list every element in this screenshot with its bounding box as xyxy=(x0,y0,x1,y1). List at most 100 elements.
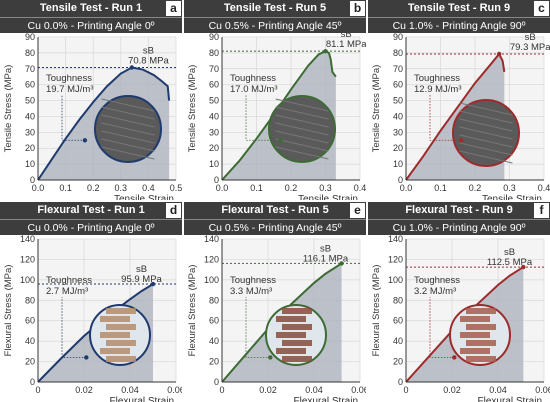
y-tick-label: 30 xyxy=(393,127,403,137)
layer-bar xyxy=(466,340,496,346)
layer-bar xyxy=(282,308,312,314)
toughness-value: 2.7 MJ/m³ xyxy=(46,286,88,297)
x-tick-label: 0.4 xyxy=(538,183,550,193)
panel-subtitle: Cu 0.0% - Printing Angle 0º xyxy=(0,17,182,33)
texture-line xyxy=(275,138,329,152)
toughness-label: Toughness xyxy=(46,73,92,84)
layer-bar xyxy=(106,356,136,362)
y-tick-label: 30 xyxy=(25,127,35,137)
y-axis-label: Tensile Stress (MPa) xyxy=(371,65,382,153)
toughness-label: Toughness xyxy=(46,275,92,286)
x-axis-label: Flexural Strain xyxy=(110,396,174,402)
x-tick-label: 0.2 xyxy=(87,183,100,193)
strength-value: 81.1 MPa xyxy=(326,39,366,50)
y-tick-label: 120 xyxy=(388,254,403,264)
x-axis-label: Tensile Strain xyxy=(114,194,174,200)
strength-value: 70.8 MPa xyxy=(128,56,169,67)
x-tick-label: 0.0 xyxy=(32,183,45,193)
y-tick-label: 40 xyxy=(393,111,403,121)
x-tick-label: 0.4 xyxy=(142,183,155,193)
texture-line xyxy=(459,118,513,132)
y-axis-label: Flexural Stress (MPa) xyxy=(371,265,382,357)
y-tick-label: 40 xyxy=(209,336,219,346)
strength-value: 95.9 MPa xyxy=(121,274,162,285)
flexural-chart-run-5: 0 20 40 60 80 100 120 140 0 0.02 0.04 0.06 Toughness… xyxy=(187,235,366,402)
toughness-value: 3.3 MJ/m³ xyxy=(230,286,272,297)
y-tick-label: 140 xyxy=(204,235,219,244)
x-axis-label: Tensile Strain xyxy=(482,194,542,200)
toughness-value: 17.0 MJ/m³ xyxy=(230,84,278,95)
y-tick-label: 100 xyxy=(204,275,219,285)
layer-bar xyxy=(276,348,306,354)
layer-bar xyxy=(282,356,312,362)
y-tick-label: 90 xyxy=(393,33,403,42)
peak-marker xyxy=(129,65,135,70)
panel-letter: c xyxy=(534,1,549,16)
x-axis-label: Flexural Strain xyxy=(478,396,542,402)
y-axis-label: Flexural Stress (MPa) xyxy=(187,265,198,357)
y-tick-label: 140 xyxy=(20,235,35,244)
strength-symbol: sB xyxy=(525,33,536,43)
stress-strain-curve xyxy=(221,262,343,383)
toughness-label: Toughness xyxy=(414,73,460,84)
x-tick-label: 0.5 xyxy=(170,183,182,193)
x-tick-label: 0 xyxy=(403,385,408,395)
y-tick-label: 20 xyxy=(25,357,35,367)
y-tick-label: 80 xyxy=(25,295,35,305)
panel-subtitle: Cu 0.0% - Printing Angle 0º xyxy=(0,219,182,235)
layer-bar xyxy=(460,332,490,338)
y-tick-label: 90 xyxy=(25,33,35,42)
toughness-leader xyxy=(61,297,87,358)
layer-bar xyxy=(460,316,490,322)
layer-bar xyxy=(100,348,130,354)
x-tick-label: 0.06 xyxy=(535,385,550,395)
toughness-label: Toughness xyxy=(414,275,460,286)
panel-title: Tensile Test - Run 9 xyxy=(368,0,550,17)
texture-line xyxy=(459,142,513,156)
y-tick-label: 80 xyxy=(209,295,219,305)
y-tick-label: 50 xyxy=(209,96,219,106)
y-tick-label: 60 xyxy=(25,80,35,90)
panel-title: Tensile Test - Run 5 xyxy=(184,0,366,17)
y-tick-label: 40 xyxy=(25,336,35,346)
y-tick-label: 80 xyxy=(393,295,403,305)
y-tick-label: 80 xyxy=(209,48,219,58)
x-tick-label: 0.04 xyxy=(489,385,507,395)
x-tick-label: 0.04 xyxy=(305,385,323,395)
stress-strain-curve xyxy=(221,50,337,181)
y-tick-label: 40 xyxy=(25,111,35,121)
y-tick-label: 20 xyxy=(209,357,219,367)
x-tick-label: 0.1 xyxy=(250,183,263,193)
layer-bar xyxy=(466,356,496,362)
x-tick-label: 0.3 xyxy=(503,183,516,193)
layer-bar xyxy=(106,308,136,314)
panel-title: Flexural Test - Run 1 xyxy=(0,202,182,219)
toughness-value: 3.2 MJ/m³ xyxy=(414,286,456,297)
y-tick-label: 0 xyxy=(30,175,35,185)
texture-line xyxy=(459,102,513,116)
texture-line xyxy=(101,122,155,136)
panel-letter: b xyxy=(350,1,365,16)
flexural-chart-run-9: 0 20 40 60 80 100 120 140 0 0.02 0.04 0.06 Toughness… xyxy=(371,235,550,402)
peak-marker xyxy=(521,264,526,270)
strength-value: 79.3 MPa xyxy=(510,42,550,53)
peak-marker xyxy=(496,51,502,57)
x-tick-label: 0.06 xyxy=(167,385,182,395)
panel-subtitle: Cu 1.0% - Printing Angle 90º xyxy=(368,17,550,33)
y-tick-label: 60 xyxy=(25,316,35,326)
panel-subtitle: Cu 0.5% - Printing Angle 45º xyxy=(184,17,366,33)
y-tick-label: 100 xyxy=(20,275,35,285)
panel-a: Tensile Test - Run 1 Cu 0.0% - Printing … xyxy=(0,0,182,200)
y-tick-label: 20 xyxy=(209,143,219,153)
panel-letter: a xyxy=(166,1,181,16)
strength-symbol: sB xyxy=(143,46,154,57)
texture-line xyxy=(101,138,155,152)
y-tick-label: 80 xyxy=(393,48,403,58)
x-tick-label: 0.3 xyxy=(319,183,332,193)
texture-line xyxy=(101,106,155,120)
toughness-value: 12.9 MJ/m³ xyxy=(414,84,462,95)
y-tick-label: 60 xyxy=(393,316,403,326)
x-axis-label: Tensile Strain xyxy=(298,194,358,200)
tensile-chart-run-9: 0 10 20 30 40 50 60 70 80 90 0.0 0.1 0.2 0.3 0.4 Toughn… xyxy=(371,33,550,200)
